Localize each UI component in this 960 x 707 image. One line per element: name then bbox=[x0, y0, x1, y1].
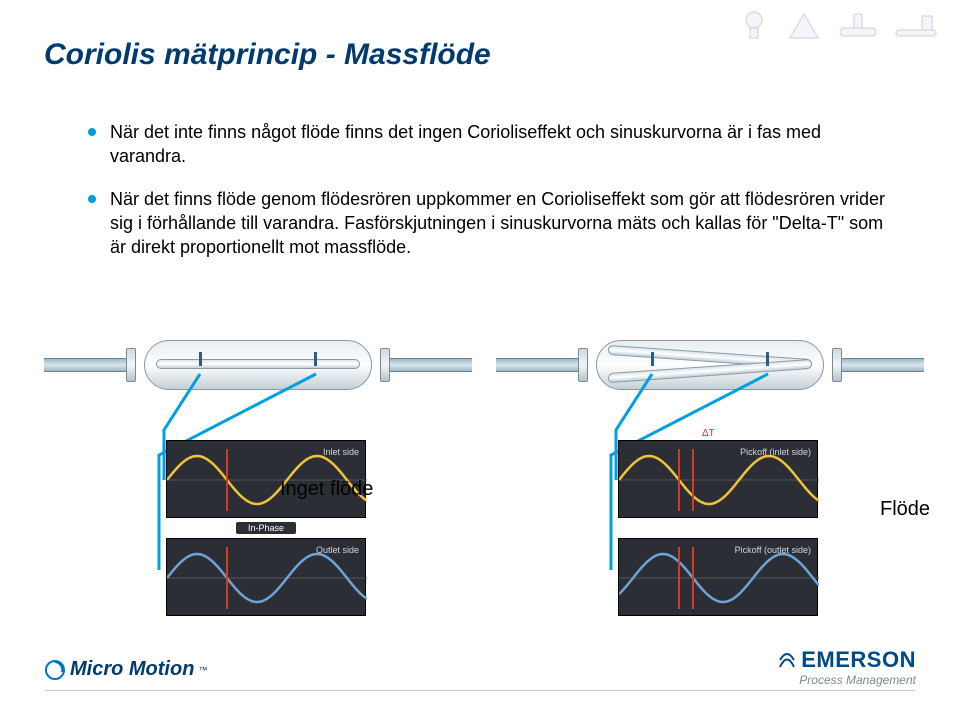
oscilloscope-stack: Pickoff (inlet side) . Pickoff (outlet s… bbox=[618, 440, 818, 624]
slide-title: Coriolis mätprincip - Massflöde bbox=[44, 38, 491, 72]
bullet-item: När det finns flöde genom flödesrören up… bbox=[88, 187, 888, 260]
caption-no-flow: Inget flöde bbox=[280, 478, 373, 501]
delta-t-label: ΔT bbox=[702, 428, 715, 439]
diagram-no-flow: Inlet side In-Phase Outlet side bbox=[44, 310, 464, 420]
bullet-dot-icon bbox=[88, 195, 96, 203]
emerson-text: EMERSON bbox=[801, 647, 916, 673]
scope-label: Inlet side bbox=[323, 447, 359, 457]
emerson-helix-icon bbox=[777, 650, 797, 670]
bullet-text: När det finns flöde genom flödesrören up… bbox=[110, 187, 888, 260]
bullet-item: När det inte finns något flöde finns det… bbox=[88, 120, 888, 169]
scope-inlet: Pickoff (inlet side) bbox=[618, 440, 818, 518]
emerson-logo: EMERSON Process Management bbox=[777, 647, 916, 687]
scope-label: Outlet side bbox=[316, 545, 359, 555]
emerson-subtext: Process Management bbox=[777, 673, 916, 687]
header-product-icons bbox=[734, 8, 940, 42]
scope-label: Pickoff (inlet side) bbox=[740, 447, 811, 457]
meter-illustration: ΔT bbox=[496, 310, 916, 420]
scope-outlet: Outlet side bbox=[166, 538, 366, 616]
footer-rule bbox=[44, 690, 916, 691]
swirl-icon bbox=[44, 659, 66, 681]
micro-motion-text: Micro Motion bbox=[70, 658, 194, 681]
caption-with-flow: Flöde bbox=[880, 498, 930, 521]
scope-label: Pickoff (outlet side) bbox=[735, 545, 811, 555]
phase-label: In-Phase bbox=[236, 522, 296, 534]
oscilloscope-stack: Inlet side In-Phase Outlet side bbox=[166, 440, 366, 624]
meter-illustration bbox=[44, 310, 464, 420]
bullet-dot-icon bbox=[88, 128, 96, 136]
diagram-row: Inlet side In-Phase Outlet side bbox=[44, 310, 916, 420]
bullet-text: När det inte finns något flöde finns det… bbox=[110, 120, 888, 169]
scope-outlet: Pickoff (outlet side) bbox=[618, 538, 818, 616]
diagram-with-flow: ΔT Pickoff (inlet side) . bbox=[496, 310, 916, 420]
micro-motion-logo: Micro Motion™ bbox=[44, 658, 207, 681]
bullet-list: När det inte finns något flöde finns det… bbox=[88, 120, 888, 277]
